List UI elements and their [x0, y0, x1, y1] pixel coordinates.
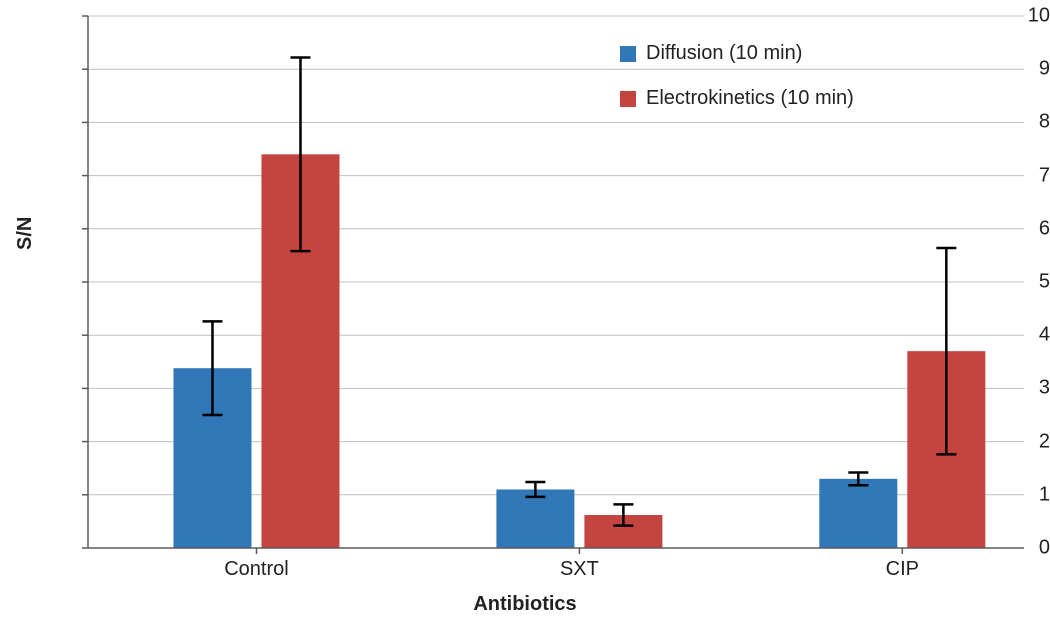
legend-swatch [620, 46, 636, 62]
y-tick-label: 9 [976, 58, 1050, 81]
y-tick-label: 2 [976, 430, 1050, 453]
y-tick-label: 1 [976, 483, 1050, 506]
chart-container: S/N Antibiotics 012345678910 ControlSXTC… [0, 0, 1050, 624]
legend: Diffusion (10 min) Electrokinetics (10 mi… [620, 42, 854, 110]
legend-swatch [620, 91, 636, 107]
x-tick-label: Control [224, 558, 288, 581]
legend-item: Diffusion (10 min) [620, 42, 854, 65]
legend-label: Electrokinetics (10 min) [646, 87, 854, 110]
legend-item: Electrokinetics (10 min) [620, 87, 854, 110]
x-tick-label: SXT [560, 558, 599, 581]
legend-label: Diffusion (10 min) [646, 42, 802, 65]
y-tick-label: 8 [976, 111, 1050, 134]
y-tick-label: 3 [976, 377, 1050, 400]
y-tick-label: 10 [976, 5, 1050, 28]
y-tick-label: 6 [976, 217, 1050, 240]
plot-area [0, 0, 1050, 624]
x-tick-label: CIP [886, 558, 919, 581]
y-tick-label: 5 [976, 271, 1050, 294]
y-tick-label: 7 [976, 164, 1050, 187]
y-tick-label: 0 [976, 537, 1050, 560]
y-tick-label: 4 [976, 324, 1050, 347]
